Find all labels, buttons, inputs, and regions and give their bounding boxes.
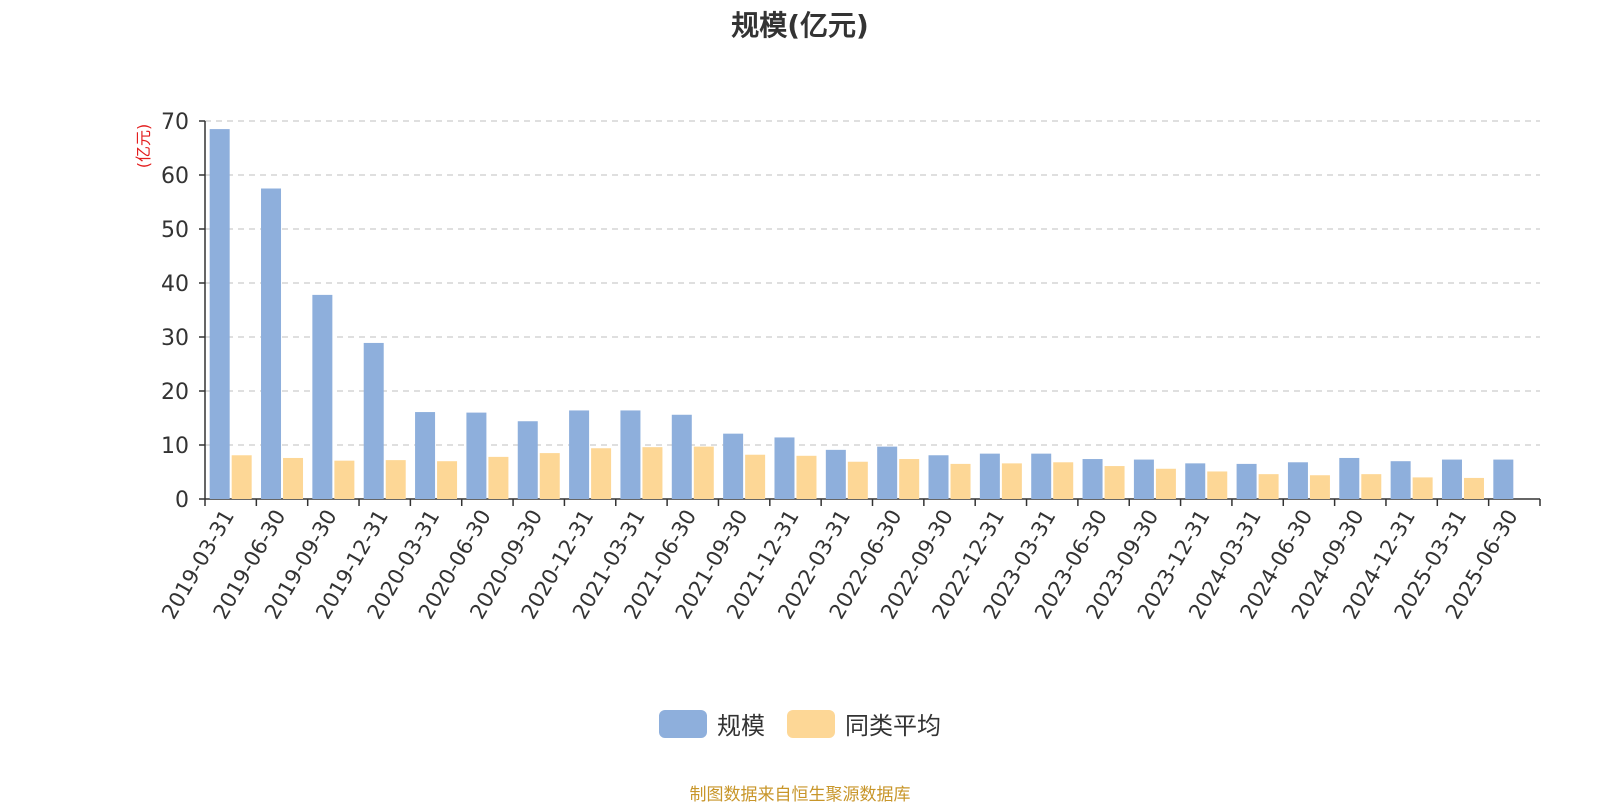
- y-tick-label: 20: [161, 380, 189, 405]
- bar-scale: [1493, 459, 1514, 499]
- y-tick-label: 40: [161, 272, 189, 297]
- bar-scale: [517, 421, 538, 499]
- legend-swatch-scale: [659, 709, 707, 738]
- bar-avg: [950, 463, 971, 499]
- bar-scale: [774, 437, 795, 499]
- legend-item-scale[interactable]: 规模: [659, 706, 765, 741]
- bar-avg: [796, 455, 817, 499]
- bar-scale: [671, 414, 692, 499]
- y-tick-label: 0: [175, 488, 189, 513]
- bar-scale: [466, 412, 487, 499]
- bar-avg: [899, 459, 920, 499]
- legend-swatch-avg: [787, 709, 835, 738]
- bar-scale: [415, 412, 436, 499]
- bar-avg: [437, 461, 458, 499]
- bar-avg: [847, 461, 868, 499]
- bar-avg: [1207, 471, 1228, 499]
- bar-scale: [363, 342, 384, 499]
- bar-scale: [1441, 459, 1462, 499]
- bar-avg: [1258, 474, 1279, 499]
- bar-scale: [1031, 453, 1052, 499]
- bar-scale: [1185, 463, 1206, 499]
- chart-title: 规模(亿元): [731, 9, 869, 42]
- legend-item-avg[interactable]: 同类平均: [787, 706, 941, 741]
- bar-avg: [642, 447, 663, 499]
- legend: 规模 同类平均: [0, 706, 1600, 741]
- y-tick-label: 60: [161, 164, 189, 189]
- bar-scale: [620, 410, 641, 499]
- bar-avg: [1309, 475, 1330, 499]
- bar-avg: [591, 448, 612, 499]
- bar-avg: [385, 460, 406, 499]
- y-tick-label: 70: [161, 110, 189, 135]
- bar-scale: [1339, 457, 1360, 499]
- bar-scale: [1287, 462, 1308, 499]
- bar-avg: [231, 455, 252, 499]
- bar-scale: [877, 446, 898, 499]
- y-axis-unit-label: (亿元): [134, 124, 153, 169]
- bar-avg: [1155, 468, 1176, 499]
- bar-avg: [488, 456, 509, 499]
- source-note: 制图数据来自恒生聚源数据库: [689, 785, 911, 805]
- y-tick-label: 50: [161, 218, 189, 243]
- bar-scale: [1236, 463, 1257, 499]
- bar-avg: [1463, 477, 1484, 499]
- bar-scale: [569, 410, 590, 499]
- bar-avg: [693, 446, 714, 499]
- bar-avg: [1053, 462, 1074, 499]
- bar-avg: [539, 453, 560, 499]
- bar-avg: [1001, 463, 1022, 499]
- bar-scale: [723, 433, 744, 499]
- bar-scale: [1133, 459, 1154, 499]
- bar-avg: [334, 460, 355, 499]
- bar-scale: [261, 188, 282, 499]
- y-tick-label: 10: [161, 434, 189, 459]
- legend-label-scale: 规模: [717, 712, 765, 740]
- legend-label-avg: 同类平均: [845, 712, 941, 740]
- y-tick-label: 30: [161, 326, 189, 351]
- bar-scale: [1390, 461, 1411, 499]
- bar-avg: [1104, 466, 1125, 499]
- bar-scale: [825, 449, 846, 499]
- bar-avg: [1361, 474, 1382, 499]
- bar-avg: [283, 457, 304, 499]
- bar-scale: [979, 453, 1000, 499]
- bar-avg: [745, 454, 766, 499]
- bar-scale: [209, 129, 230, 499]
- bar-scale: [312, 294, 333, 499]
- bar-scale: [928, 455, 949, 499]
- bar-avg: [1412, 477, 1433, 499]
- bar-scale: [1082, 459, 1103, 499]
